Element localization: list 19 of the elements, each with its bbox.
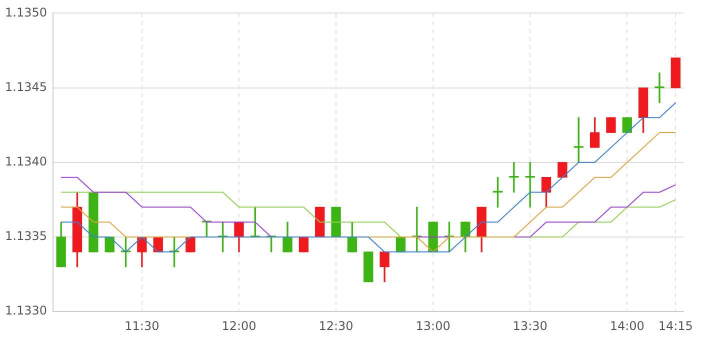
x-tick-label: 13:00: [416, 318, 450, 333]
candlestick: [606, 117, 616, 133]
candlestick: [670, 58, 680, 88]
x-tick-label: 14:15: [658, 318, 693, 333]
x-tick-label: 14:00: [610, 318, 644, 333]
x-tick-label: 13:30: [512, 318, 548, 333]
y-tick-label: 1.1350: [5, 5, 47, 20]
y-tick-label: 1.1340: [5, 154, 47, 169]
x-tick-label: 12:00: [222, 318, 256, 333]
candlestick: [558, 162, 568, 178]
candlestick: [186, 236, 196, 252]
x-tick-label: 12:30: [318, 318, 354, 333]
candlestick: [331, 206, 341, 238]
candlestick: [364, 252, 374, 282]
y-tick-label: 1.1345: [5, 80, 47, 94]
candlestick: [88, 192, 98, 252]
x-tick-label: 11:30: [124, 318, 160, 333]
y-tick-label: 1.1335: [5, 229, 47, 244]
y-tick-label: 1.1330: [5, 304, 47, 318]
